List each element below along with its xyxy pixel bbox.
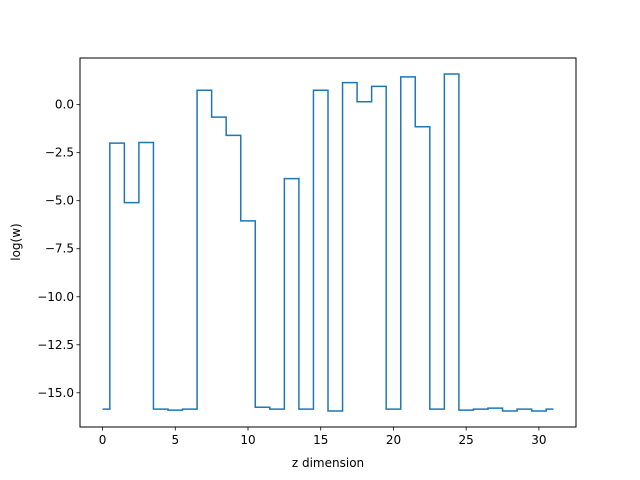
x-tick-label: 30 [531, 433, 546, 447]
y-tick-label: 0.0 [55, 98, 74, 112]
y-tick-label: −5.0 [45, 194, 74, 208]
plot-area-frame [79, 57, 577, 428]
x-tick-label: 10 [240, 433, 255, 447]
y-tick-label: −12.5 [37, 338, 74, 352]
x-tick-label: 5 [171, 433, 179, 447]
x-tick-label: 0 [99, 433, 107, 447]
x-axis-label: z dimension [292, 456, 364, 470]
y-tick-label: −10.0 [37, 290, 74, 304]
y-axis: 0.0 −2.5 −5.0 −7.5 −10.0 −12.5 −15.0 [37, 98, 80, 400]
series-line-0 [102, 73, 554, 412]
series-layer [102, 73, 554, 412]
y-tick-label: −15.0 [37, 386, 74, 400]
x-tick-label: 15 [313, 433, 328, 447]
y-tick-label: −2.5 [45, 146, 74, 160]
x-tick-label: 25 [459, 433, 474, 447]
y-axis-label: log(w) [9, 223, 23, 260]
x-axis: 0 5 10 15 20 25 30 [99, 427, 547, 447]
y-tick-label: −7.5 [45, 242, 74, 256]
x-tick-label: 20 [386, 433, 401, 447]
